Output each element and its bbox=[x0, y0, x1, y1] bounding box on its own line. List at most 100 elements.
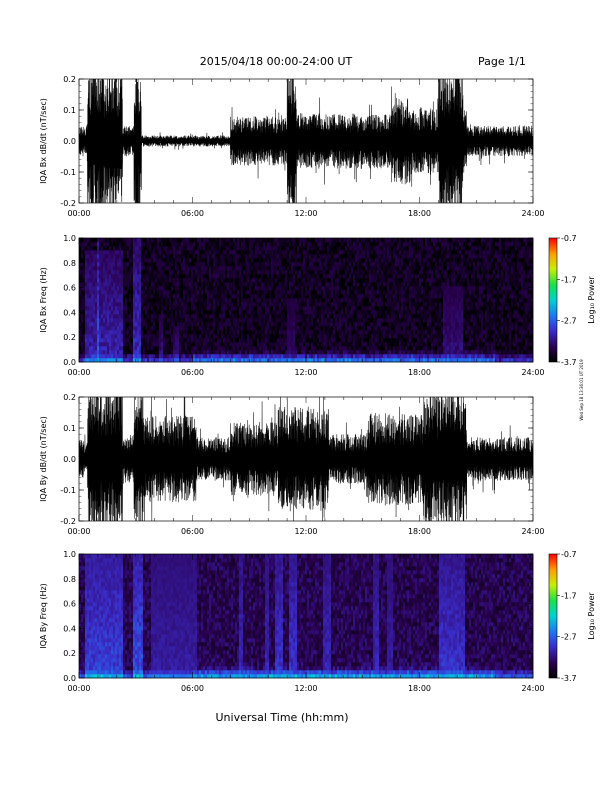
heatmap-cell bbox=[293, 250, 296, 255]
heatmap-cell bbox=[315, 266, 318, 271]
page-indicator: Page 1/1 bbox=[478, 55, 526, 68]
heatmap-cell bbox=[103, 342, 106, 347]
heatmap-cell bbox=[387, 310, 390, 315]
heatmap-cell bbox=[103, 254, 106, 259]
heatmap-cell bbox=[231, 330, 234, 335]
heatmap-cell bbox=[157, 286, 160, 291]
heatmap-cell bbox=[283, 262, 286, 267]
heatmap-cell bbox=[181, 334, 184, 339]
heatmap-cell bbox=[331, 342, 334, 347]
heatmap-cell bbox=[123, 354, 126, 359]
heatmap-cell bbox=[123, 346, 126, 351]
heatmap-cell bbox=[141, 350, 144, 355]
heatmap-cell bbox=[211, 310, 214, 315]
heatmap-cell bbox=[281, 346, 284, 351]
heatmap-cell bbox=[133, 286, 136, 291]
heatmap-cell bbox=[129, 346, 132, 351]
heatmap-cell bbox=[371, 322, 374, 327]
heatmap-cell bbox=[171, 342, 174, 347]
heatmap-cell bbox=[279, 306, 282, 311]
heatmap-cell bbox=[257, 318, 260, 323]
heatmap-cell bbox=[173, 254, 176, 259]
heatmap-cell bbox=[305, 306, 308, 311]
heatmap-cell bbox=[273, 306, 276, 311]
heatmap-cell bbox=[113, 310, 116, 315]
heatmap-cell bbox=[259, 306, 262, 311]
heatmap-cell bbox=[351, 342, 354, 347]
heatmap-cell bbox=[133, 338, 136, 343]
heatmap-cell bbox=[369, 282, 372, 287]
heatmap-cell bbox=[123, 358, 126, 363]
heatmap-cell bbox=[293, 302, 296, 307]
heatmap-cell bbox=[141, 270, 144, 275]
heatmap-cell bbox=[219, 338, 222, 343]
heatmap-cell bbox=[239, 298, 242, 303]
heatmap-cell bbox=[121, 350, 124, 355]
heatmap-cell bbox=[313, 346, 316, 351]
y-tick-label: 0.1 bbox=[63, 106, 76, 115]
heatmap-cell bbox=[145, 298, 148, 303]
heatmap-cell bbox=[263, 318, 266, 323]
heatmap-cell bbox=[321, 358, 324, 363]
heatmap-cell bbox=[175, 342, 178, 347]
heatmap-cell bbox=[365, 270, 368, 275]
heatmap-cell bbox=[133, 258, 136, 263]
heatmap-cell bbox=[313, 270, 316, 275]
heatmap-cell bbox=[375, 318, 378, 323]
heatmap-cell bbox=[319, 338, 322, 343]
heatmap-cell bbox=[339, 270, 342, 275]
heatmap-cell bbox=[237, 354, 240, 359]
heatmap-cell bbox=[181, 258, 184, 263]
heatmap-cell bbox=[155, 266, 158, 271]
heatmap-cell bbox=[367, 238, 370, 243]
heatmap-cell bbox=[147, 274, 150, 279]
heatmap-cell bbox=[97, 254, 100, 259]
heatmap-cell bbox=[379, 242, 382, 247]
heatmap-cell bbox=[245, 282, 248, 287]
heatmap-cell bbox=[355, 326, 358, 331]
heatmap-cell bbox=[337, 242, 340, 247]
heatmap-cell bbox=[287, 346, 290, 351]
heatmap-cell bbox=[345, 358, 348, 363]
heatmap-cell bbox=[309, 262, 312, 267]
heatmap-cell bbox=[241, 286, 244, 291]
heatmap-cell bbox=[93, 330, 96, 335]
heatmap-cell bbox=[129, 322, 132, 327]
heatmap-cell bbox=[265, 242, 268, 247]
heatmap-cell bbox=[155, 286, 158, 291]
heatmap-cell bbox=[203, 302, 206, 307]
heatmap-cell bbox=[159, 286, 162, 291]
heatmap-cell bbox=[109, 330, 112, 335]
heatmap-cell bbox=[357, 242, 360, 247]
heatmap-cell bbox=[311, 238, 314, 243]
heatmap-cell bbox=[275, 286, 278, 291]
heatmap-cell bbox=[145, 242, 148, 247]
heatmap-cell bbox=[301, 294, 304, 299]
heatmap-cell bbox=[349, 250, 352, 255]
heatmap-cell bbox=[155, 282, 158, 287]
heatmap-cell bbox=[175, 310, 178, 315]
heatmap-cell bbox=[339, 298, 342, 303]
heatmap-cell bbox=[321, 302, 324, 307]
heatmap-cell bbox=[353, 290, 356, 295]
heatmap-cell bbox=[141, 310, 144, 315]
heatmap-cell bbox=[367, 334, 370, 339]
heatmap-cell bbox=[227, 358, 230, 363]
heatmap-cell bbox=[309, 270, 312, 275]
heatmap-cell bbox=[85, 306, 88, 311]
heatmap-cell bbox=[211, 282, 214, 287]
heatmap-cell bbox=[163, 334, 166, 339]
heatmap-cell bbox=[357, 318, 360, 323]
heatmap-cell bbox=[137, 274, 140, 279]
heatmap-cell bbox=[261, 358, 264, 363]
heatmap-cell bbox=[123, 306, 126, 311]
heatmap-cell bbox=[273, 338, 276, 343]
heatmap-cell bbox=[117, 302, 120, 307]
heatmap-cell bbox=[255, 342, 258, 347]
heatmap-cell bbox=[249, 322, 252, 327]
heatmap-cell bbox=[293, 246, 296, 251]
heatmap-cell bbox=[315, 254, 318, 259]
heatmap-cell bbox=[295, 298, 298, 303]
heatmap-cell bbox=[391, 358, 394, 363]
heatmap-cell bbox=[305, 262, 308, 267]
